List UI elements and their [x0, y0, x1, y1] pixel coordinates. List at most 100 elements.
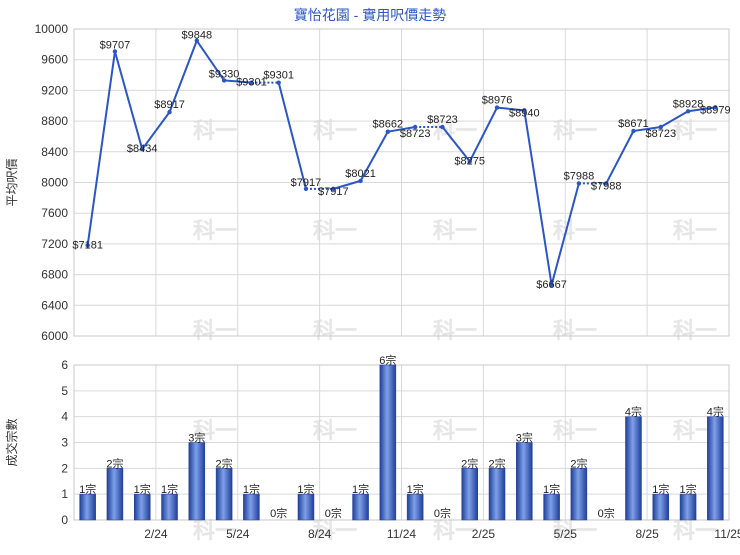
data-label: $8979 [700, 104, 731, 116]
data-point [140, 146, 145, 152]
bar-label: 4宗 [625, 405, 642, 419]
line-segment [277, 82, 307, 190]
line-segment [633, 126, 661, 132]
bar [297, 493, 315, 521]
bar-label: 2宗 [488, 456, 505, 470]
y-axis-title: 平均呎價 [5, 158, 19, 206]
y-tick-label: 7200 [41, 237, 68, 251]
x-tick-label: 5/25 [554, 527, 578, 541]
data-point [385, 129, 391, 134]
x-tick-label: 5/24 [226, 527, 250, 541]
bar [488, 468, 506, 521]
data-point [276, 80, 281, 85]
data-label: $8723 [400, 128, 431, 140]
data-label: $8940 [509, 107, 540, 119]
bar-label: 0宗 [325, 506, 342, 520]
watermark-text: 科一 [433, 518, 477, 543]
x-tick-label: 8/24 [308, 527, 332, 541]
data-point [221, 78, 227, 83]
y-tick-label: 0 [61, 513, 68, 527]
data-label: $9330 [209, 68, 240, 80]
bar [406, 493, 424, 521]
plot-frame [73, 28, 730, 337]
y-tick-label: 6 [61, 358, 68, 372]
data-label: $7988 [564, 170, 595, 182]
line-segment [605, 130, 635, 184]
watermark-text: 科一 [313, 218, 357, 243]
bar-label: 1宗 [243, 482, 260, 496]
price-line-chart: 6000 6400 6800 7200 7600 8000 8400 8800 9200 9600… [5, 22, 731, 343]
y-tick-label: 7600 [41, 206, 68, 220]
data-point [194, 38, 200, 43]
transaction-bar-chart: 0 1 2 3 4 5 6 成交宗數 1宗 2宗 1宗 1宗 3宗 2宗 1宗 0宗 1宗 0宗 1宗 6宗 1宗 0宗 2… [4, 353, 740, 541]
x-tick-label: 11/25 [714, 527, 740, 541]
bar [161, 493, 178, 521]
bar-label: 3宗 [188, 431, 205, 445]
data-label: $8723 [645, 128, 676, 140]
bar [379, 364, 397, 521]
watermark-text: 科一 [193, 118, 237, 143]
data-label: $9301 [263, 70, 294, 82]
data-point [85, 243, 90, 248]
y-tick-label: 9200 [41, 83, 68, 97]
watermark-text: 科一 [433, 418, 477, 443]
data-label: $9848 [182, 30, 213, 42]
line-segment [468, 107, 498, 162]
y-tick-label: 8000 [41, 176, 68, 190]
watermark-text: 科一 [553, 318, 597, 343]
watermark-text: 科一 [673, 118, 717, 143]
watermark-text: 科一 [193, 318, 237, 343]
data-point [412, 124, 418, 130]
data-point [576, 181, 582, 186]
data-point [331, 186, 336, 192]
bar-label: 1宗 [134, 482, 151, 496]
watermark-text: 科一 [433, 118, 477, 143]
data-point [249, 80, 254, 85]
bar-label: 2宗 [106, 456, 123, 470]
data-point [440, 124, 445, 130]
data-label: $8021 [345, 168, 376, 180]
line-segment [195, 40, 225, 81]
data-point [549, 282, 554, 288]
data-label: $7917 [318, 186, 349, 198]
bar-label: 2宗 [216, 456, 233, 470]
line-segment [523, 110, 553, 285]
data-label: $9301 [236, 77, 267, 89]
y-axis-title: 成交宗數 [4, 418, 19, 466]
y-tick-label: 6000 [41, 329, 68, 343]
data-point [685, 109, 691, 114]
y-tick-label: 1 [61, 487, 68, 501]
data-label: $7181 [72, 239, 103, 251]
watermark-text: 科一 [193, 418, 237, 443]
watermark-text: 科一 [553, 118, 597, 143]
line-segment [113, 51, 144, 150]
data-label: $8434 [127, 143, 158, 155]
bar-label: 2宗 [570, 456, 587, 470]
y-tick-label: 5 [61, 384, 68, 398]
bar [652, 493, 670, 521]
line-segment [224, 79, 252, 84]
bar-label: 0宗 [598, 506, 615, 520]
data-label: $8275 [454, 155, 485, 167]
data-point [658, 124, 663, 130]
y-tick-label: 8800 [41, 114, 68, 128]
line-segment [687, 106, 716, 113]
y-tick-label: 6800 [41, 268, 68, 282]
bar-label: 1宗 [680, 482, 697, 496]
data-label: $8928 [673, 98, 704, 110]
bar-label: 2宗 [461, 456, 478, 470]
line-segment [359, 131, 389, 182]
data-label: $8917 [154, 99, 185, 111]
watermark-text: 科一 [433, 318, 477, 343]
data-point [167, 109, 172, 115]
x-tick-label: 11/24 [387, 527, 416, 541]
bar [215, 468, 233, 521]
watermark-text: 科一 [673, 518, 717, 543]
bar [79, 493, 96, 521]
bar-label: 0宗 [270, 506, 287, 520]
y-tick-label: 2 [61, 461, 68, 475]
bar-label: 6宗 [379, 353, 396, 367]
line-segment [387, 126, 416, 133]
